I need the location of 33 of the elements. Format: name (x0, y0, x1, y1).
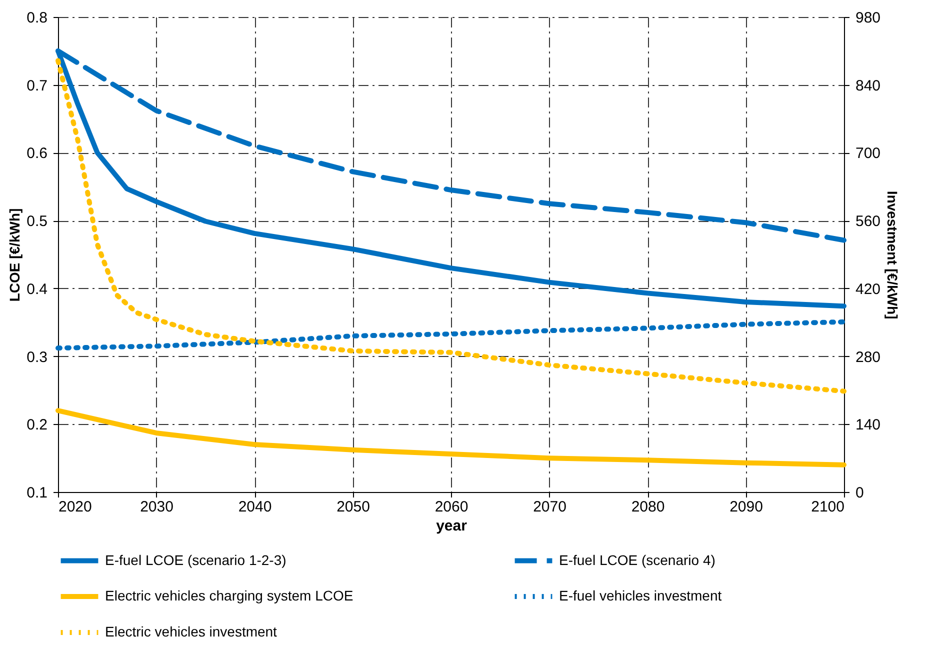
y-tick-label: 0.7 (26, 77, 48, 94)
y-tick-label: 0.4 (26, 280, 48, 298)
y-tick-label: 0.8 (26, 10, 48, 26)
x-tick-label: 2030 (140, 498, 174, 516)
x-tick-label: 2100 (811, 498, 844, 516)
x-tick-label: 2090 (730, 498, 763, 516)
legend-label: E-fuel LCOE (scenario 4) (559, 552, 716, 568)
legend-label: Electric vehicles investment (105, 624, 278, 640)
x-tick-label: 2020 (58, 498, 92, 516)
y-tick-label: 0.6 (26, 145, 48, 162)
y2-tick-label: 420 (856, 280, 881, 298)
y-axis-title: LCOE [€/kWh] (6, 208, 23, 302)
x-tick-label: 2070 (533, 498, 566, 516)
x-tick-label: 2060 (434, 498, 468, 516)
legend-label: Electric vehicles charging system LCOE (105, 588, 354, 604)
y2-tick-label: 0 (856, 484, 864, 502)
legend-label: E-fuel vehicles investment (559, 588, 722, 604)
legend-label: E-fuel LCOE (scenario 1-2-3) (105, 552, 286, 568)
x-axis-title: year (436, 518, 468, 534)
x-tick-label: 2050 (336, 498, 370, 516)
y-tick-label: 0.1 (26, 484, 48, 502)
x-tick-label: 2040 (238, 498, 272, 516)
y2-tick-label: 280 (856, 348, 881, 366)
y-tick-label: 0.5 (26, 213, 48, 230)
y2-tick-label: 140 (856, 416, 881, 434)
y2-tick-label: 700 (856, 145, 881, 162)
y2-tick-label: 560 (856, 213, 881, 230)
y2-tick-label: 840 (856, 77, 881, 94)
x-tick-label: 2080 (631, 498, 665, 516)
y2-tick-label: 980 (856, 10, 881, 26)
y2-axis-title: Investment [€/kWh] (884, 190, 901, 320)
y-tick-label: 0.2 (26, 416, 48, 434)
y-tick-label: 0.3 (26, 348, 48, 366)
